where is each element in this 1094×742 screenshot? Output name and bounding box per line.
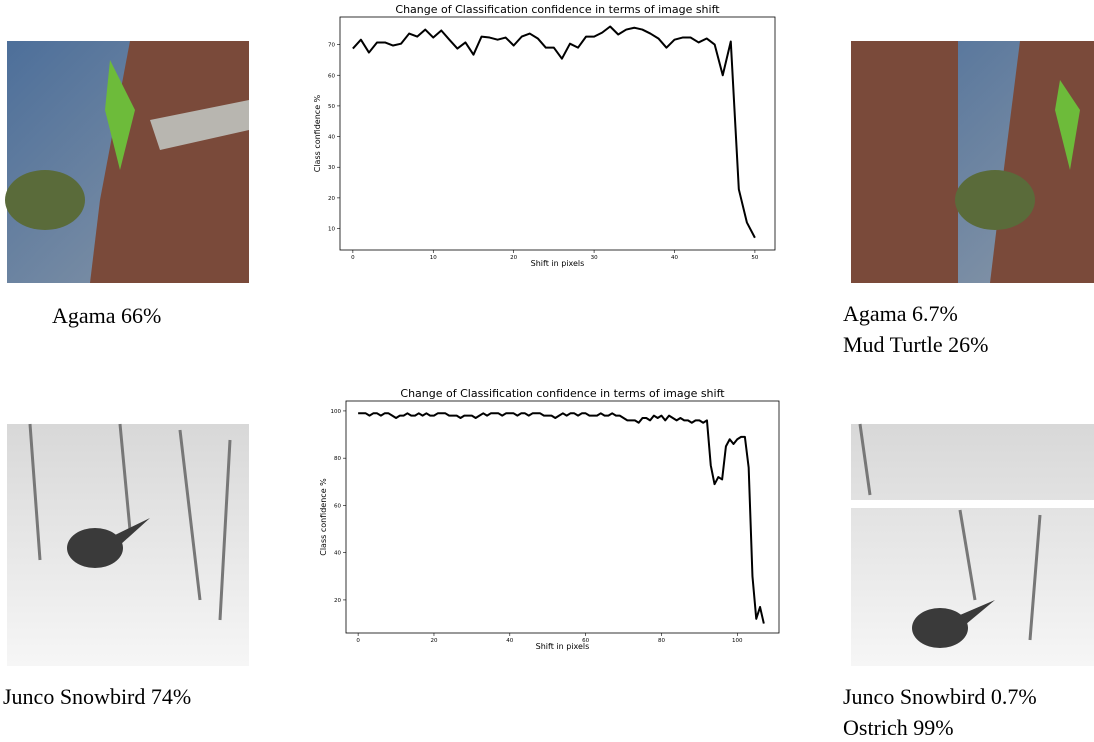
x-tick-label: 20 <box>510 255 517 261</box>
chart-title: Change of Classification confidence in t… <box>400 387 725 400</box>
x-tick-label: 0 <box>351 255 355 261</box>
x-axis-label: Shift in pixels <box>531 259 585 268</box>
y-tick-label: 70 <box>328 43 335 49</box>
x-tick-label: 40 <box>506 638 513 644</box>
y-tick-label: 40 <box>328 135 335 141</box>
y-tick-label: 40 <box>334 551 341 557</box>
data-line <box>352 25 756 239</box>
caption: Junco Snowbird 74% <box>3 684 191 709</box>
caption: Mud Turtle 26% <box>843 332 988 357</box>
y-tick-label: 10 <box>328 227 335 233</box>
y-tick-label: 50 <box>328 104 335 110</box>
x-tick-label: 50 <box>751 255 758 261</box>
photo-agama-shifted <box>851 41 1094 283</box>
x-tick-label: 40 <box>671 255 678 261</box>
caption: Junco Snowbird 0.7% <box>843 684 1037 709</box>
x-tick-label: 30 <box>591 255 598 261</box>
caption: Agama 6.7% <box>843 301 958 326</box>
photo-junco-shifted <box>851 423 1094 666</box>
y-tick-label: 60 <box>334 503 341 509</box>
x-tick-label: 0 <box>356 638 360 644</box>
x-tick-label: 60 <box>582 638 589 644</box>
y-tick-label: 20 <box>334 598 341 604</box>
chart-title: Change of Classification confidence in t… <box>395 3 720 16</box>
plot-frame <box>339 16 776 251</box>
caption: Agama 66% <box>52 303 161 328</box>
photo-agama <box>5 41 249 283</box>
data-line <box>358 412 765 624</box>
y-tick-label: 100 <box>331 409 342 415</box>
x-axis-label: Shift in pixels <box>536 642 590 651</box>
x-tick-label: 20 <box>430 638 437 644</box>
y-tick-label: 20 <box>328 196 335 202</box>
photo-junco <box>7 423 249 666</box>
plot-frame <box>345 400 780 634</box>
y-tick-label: 60 <box>328 73 335 79</box>
y-axis-label: Class confidence % <box>313 94 322 172</box>
x-tick-label: 80 <box>658 638 665 644</box>
x-tick-label: 10 <box>430 255 437 261</box>
y-tick-label: 30 <box>328 165 335 171</box>
y-axis-label: Class confidence % <box>319 478 328 556</box>
y-tick-label: 80 <box>334 456 341 462</box>
x-tick-label: 100 <box>732 638 743 644</box>
caption: Ostrich 99% <box>843 715 954 740</box>
